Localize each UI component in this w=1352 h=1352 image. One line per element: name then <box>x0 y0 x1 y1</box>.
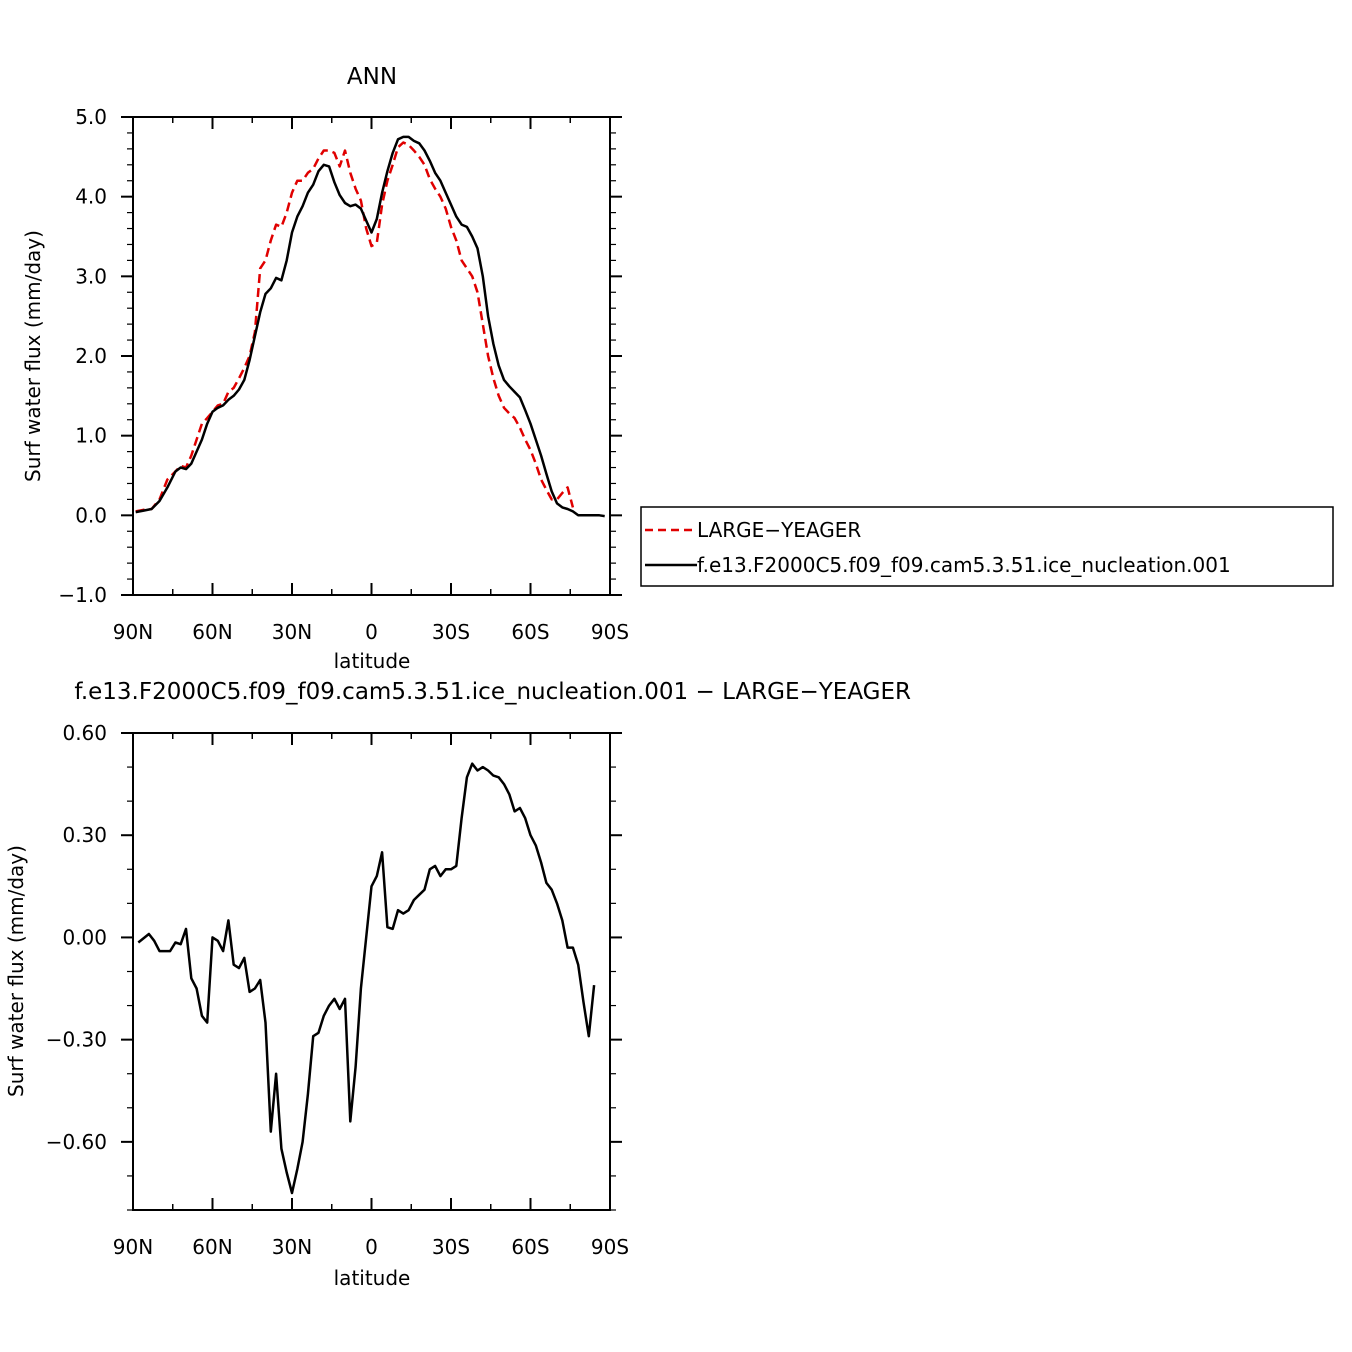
top-ytick-label: 1.0 <box>75 424 107 448</box>
top-ylabel: Surf water flux (mm/day) <box>21 230 45 482</box>
legend-label-ice-nucleation: f.e13.F2000C5.f09_f09.cam5.3.51.ice_nucl… <box>697 553 1231 577</box>
bottom-xtick-label: 60N <box>192 1235 232 1259</box>
top-xtick-label: 90S <box>591 620 629 644</box>
bottom-ytick-label: −0.60 <box>46 1130 107 1154</box>
bottom-xtick-label: 30S <box>432 1235 470 1259</box>
top-xtick-label: 60S <box>511 620 549 644</box>
bottom-ytick-label: 0.30 <box>62 823 107 847</box>
bottom-xtick-label: 90N <box>113 1235 153 1259</box>
bottom-series-line-0 <box>137 762 596 1195</box>
top-ytick-label: 2.0 <box>75 344 107 368</box>
bottom-xtick-label: 60S <box>511 1235 549 1259</box>
bottom-ylabel: Surf water flux (mm/day) <box>4 845 28 1097</box>
bottom-xtick-label: 30N <box>272 1235 312 1259</box>
top-ytick-label: 0.0 <box>75 503 107 527</box>
top-xlabel: latitude <box>334 649 411 673</box>
legend-label-large-yeager: LARGE−YEAGER <box>697 518 861 542</box>
top-xtick-label: 30N <box>272 620 312 644</box>
top-panel: ANN 90N 60N 30N 0 30S 60S 90S −1.0 0.0 1.0 2.0 3.0 4… <box>21 64 629 673</box>
bottom-xtick-label: 0 <box>365 1235 378 1259</box>
bottom-panel: f.e13.F2000C5.f09_f09.cam5.3.51.ice_nucl… <box>4 679 911 1290</box>
top-ytick-label: 5.0 <box>75 105 107 129</box>
bottom-ytick-label: 0.00 <box>62 925 107 949</box>
top-xtick-label: 30S <box>432 620 470 644</box>
bottom-ytick-label: −0.30 <box>46 1028 107 1052</box>
top-series-group <box>135 135 605 518</box>
bottom-xtick-label: 90S <box>591 1235 629 1259</box>
bottom-title: f.e13.F2000C5.f09_f09.cam5.3.51.ice_nucl… <box>74 679 911 705</box>
top-ytick-label: −1.0 <box>58 583 107 607</box>
top-ytick-label: 3.0 <box>75 264 107 288</box>
top-series-line-0 <box>135 141 575 513</box>
bottom-plot-frame <box>132 732 611 1211</box>
top-plot-frame <box>132 116 611 596</box>
bottom-ticks-group: 90N 60N 30N 0 30S 60S 90S −0.60 −0.30 0.00 0.30 0.6… <box>46 721 629 1259</box>
top-title: ANN <box>347 64 397 90</box>
bottom-ytick-label: 0.60 <box>62 721 107 745</box>
bottom-series-group <box>137 762 596 1195</box>
top-xtick-label: 90N <box>113 620 153 644</box>
bottom-xlabel: latitude <box>334 1266 411 1290</box>
top-xtick-label: 60N <box>192 620 232 644</box>
top-series-line-1 <box>135 135 605 518</box>
top-ticks-group: 90N 60N 30N 0 30S 60S 90S −1.0 0.0 1.0 2.0 3.0 4.0 5.… <box>58 105 629 644</box>
top-ytick-label: 4.0 <box>75 185 107 209</box>
top-xtick-label: 0 <box>365 620 378 644</box>
legend: LARGE−YEAGER f.e13.F2000C5.f09_f09.cam5.… <box>640 506 1334 587</box>
legend-box <box>640 506 1334 587</box>
